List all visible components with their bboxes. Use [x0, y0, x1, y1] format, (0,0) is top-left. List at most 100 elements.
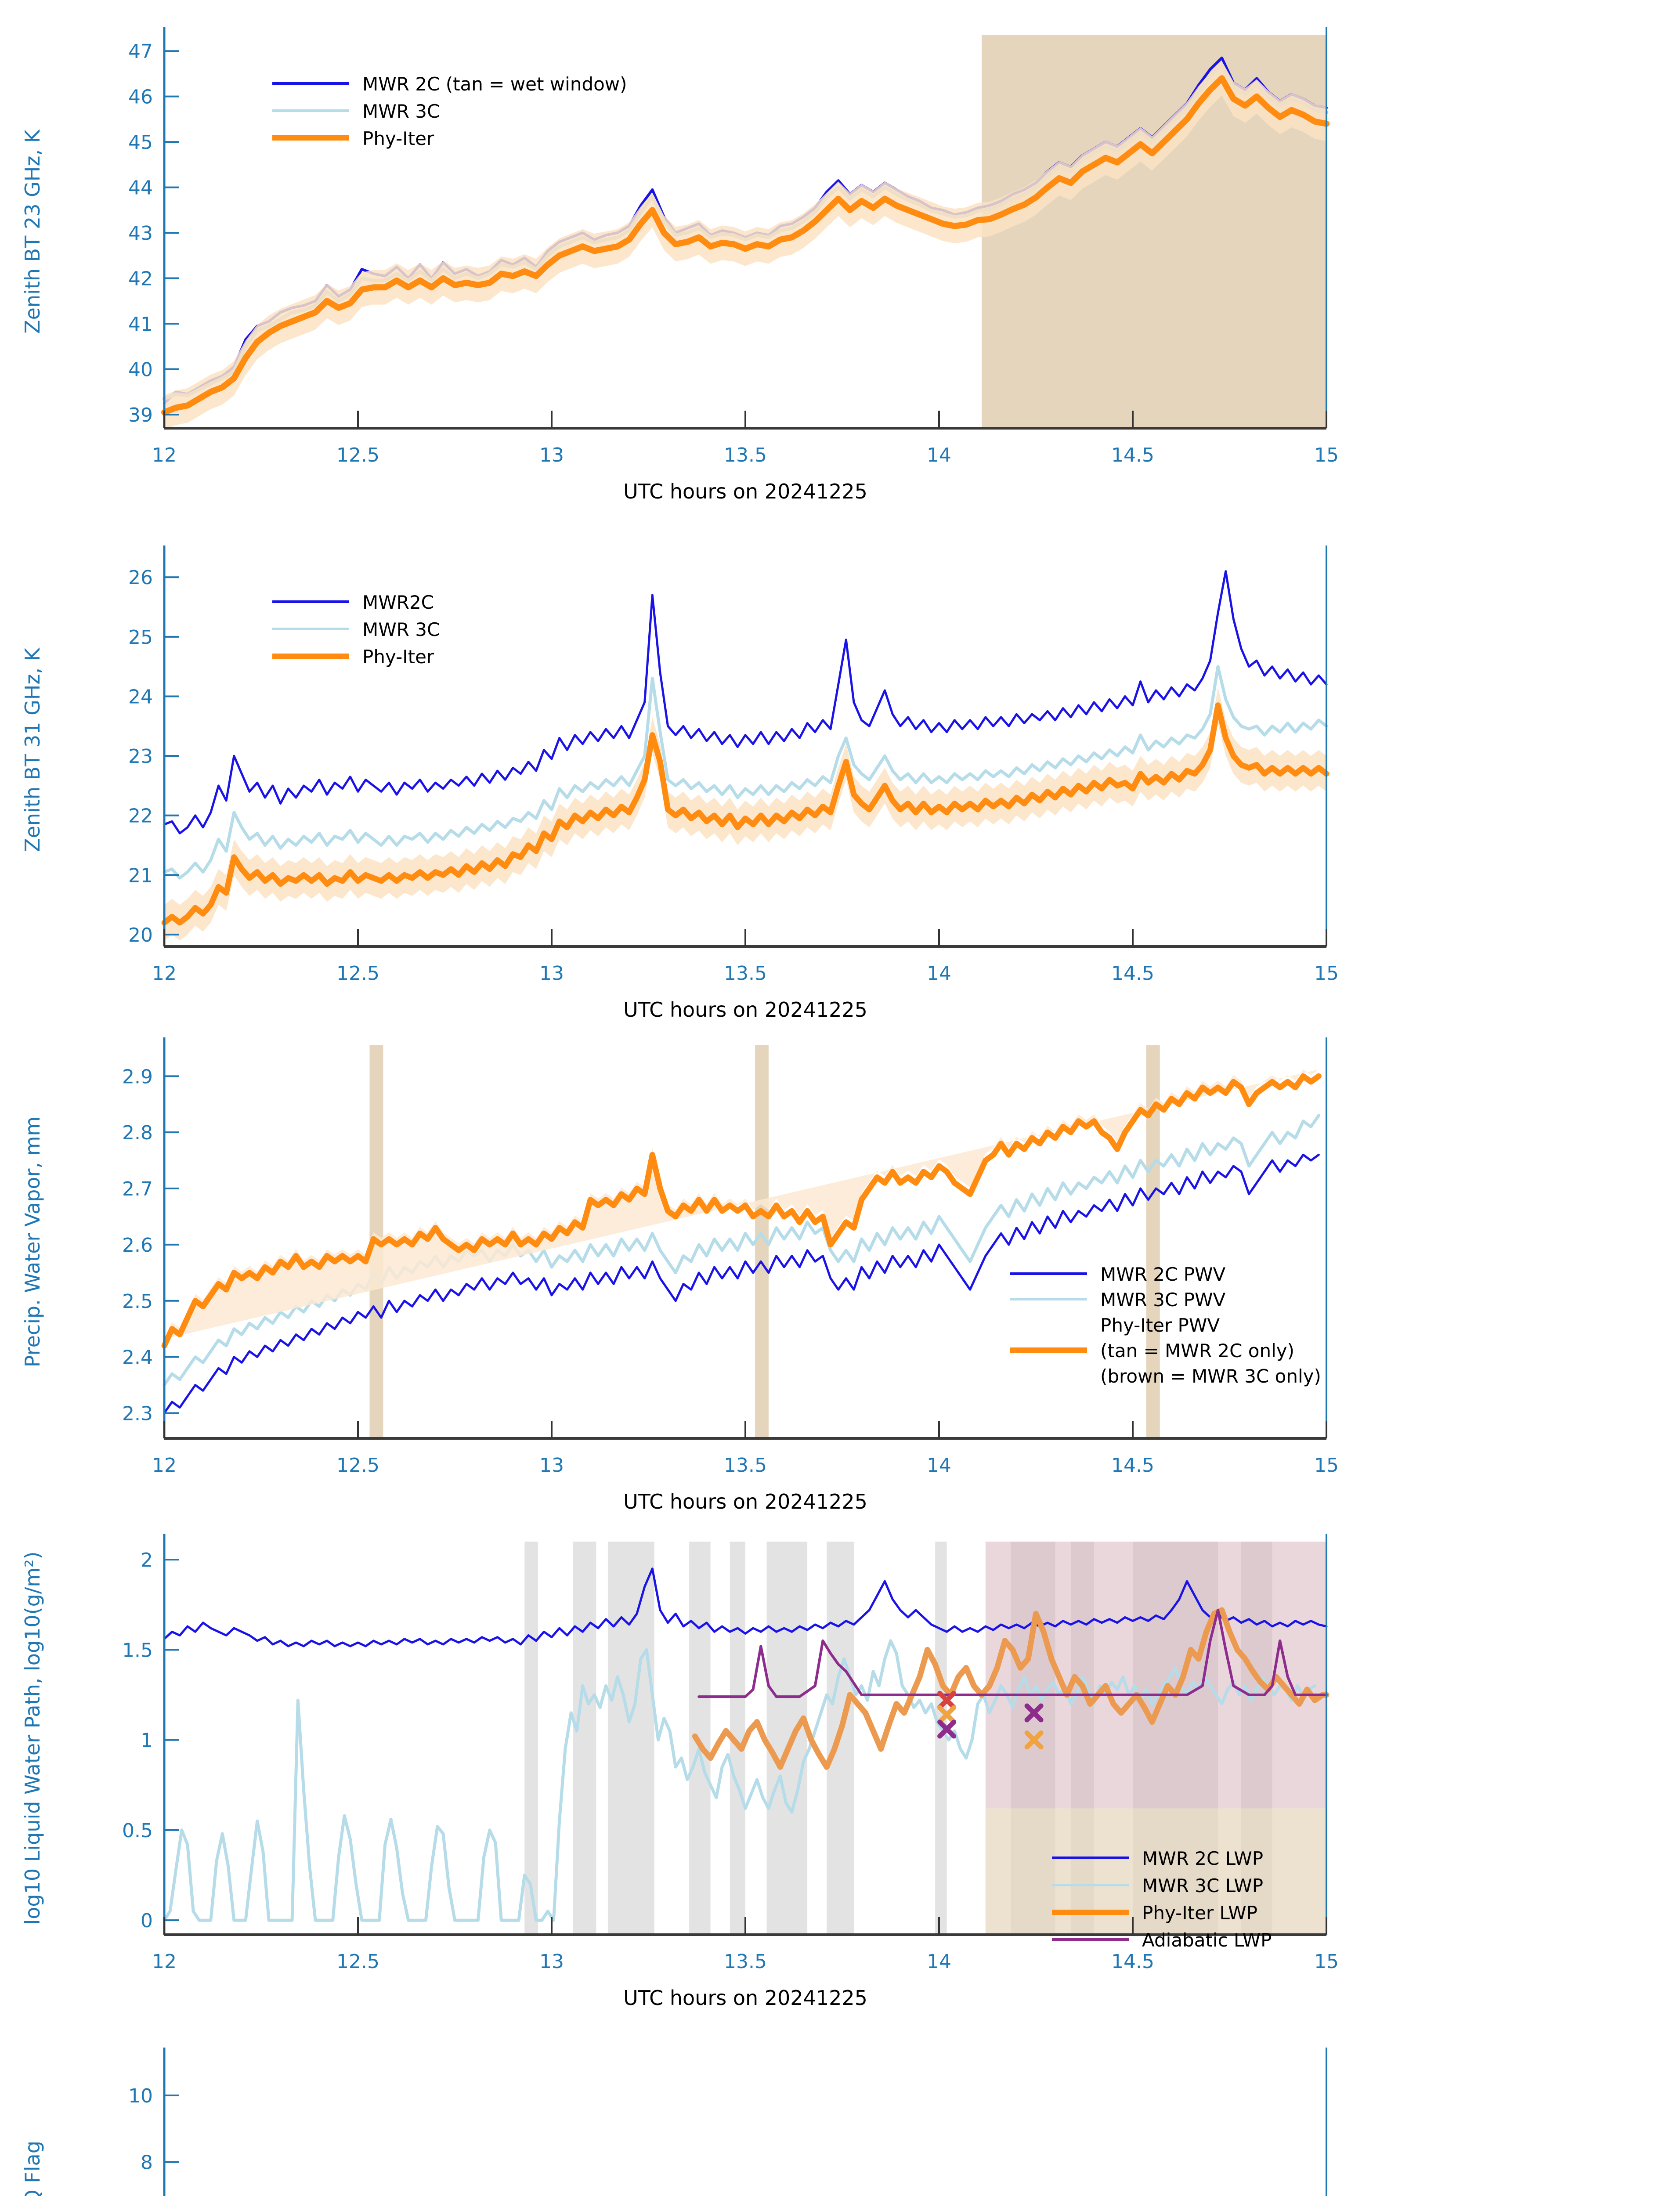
x-tick-label: 14.5 [1111, 444, 1154, 466]
y-tick-label: 39 [128, 404, 153, 426]
y-tick-label: 46 [128, 86, 153, 108]
x-tick-label: 13 [539, 1950, 564, 1973]
series-line [697, 1609, 1328, 1698]
x-tick-label: 12 [152, 444, 177, 466]
x-tick-label: 12 [152, 1454, 177, 1477]
y-axis-title: Zenith BT 31 GHz, K [21, 647, 44, 852]
legend-label: MWR 3C PWV [1100, 1289, 1226, 1311]
y-tick-label: 0.5 [122, 1820, 153, 1842]
x-tick-label: 13.5 [724, 1454, 767, 1477]
legend-label: MWR 3C [362, 619, 440, 640]
x-tick-label: 13 [539, 1454, 564, 1477]
y-tick-label: 2.6 [122, 1234, 153, 1257]
marker-flag-x [1024, 1730, 1044, 1750]
series-line [161, 75, 1330, 415]
y-tick-label: 2.8 [122, 1122, 153, 1144]
y-tick-label: 20 [128, 924, 153, 946]
x-tick-label: 12.5 [336, 1950, 379, 1973]
y-tick-label: 24 [128, 686, 153, 708]
shaded-region-tan-band-1 [985, 1808, 1326, 1935]
legend-label: MWR 3C [362, 101, 440, 122]
marker-flag-x [937, 1719, 957, 1739]
y-tick-label: 1.5 [122, 1639, 153, 1661]
x-tick-label: 12 [152, 962, 177, 985]
y-tick-label: 43 [128, 222, 153, 245]
legend-label: Phy-Iter [362, 128, 434, 149]
chart-panel-panel2: 20 21 22 23 24 25 26 12 12.5 13 13.5 14 14.5 15 UTC ho… [0, 518, 1680, 1045]
series-line [163, 1568, 1328, 1647]
x-axis-title: UTC hours on 20241225 [623, 480, 867, 503]
y-tick-label: 0 [141, 1910, 153, 1932]
series-line [692, 1607, 1330, 1770]
x-tick-label: 13.5 [724, 1950, 767, 1973]
legend: MWR2C MWR 3C Phy-Iter [272, 592, 440, 668]
x-tick-label: 14 [927, 1950, 951, 1973]
legend-label: Adiabatic LWP [1142, 1929, 1272, 1951]
x-tick-label: 12 [152, 1950, 177, 1973]
y-tick-label: 47 [128, 40, 153, 63]
chart-panel-panel3: 2.3 2.4 2.5 2.6 2.7 2.8 2.9 12 12.5 13 13.5 14 14.5 1… [0, 1010, 1680, 1537]
y-tick-label: 22 [128, 805, 153, 827]
marker-flag-x [937, 1690, 957, 1710]
legend-label: MWR 2C (tan = wet window) [362, 73, 627, 95]
legend-label: MWR 2C LWP [1142, 1848, 1263, 1869]
shaded-region-grey-band-3 [607, 1542, 654, 1935]
y-tick-label: 40 [128, 358, 153, 381]
x-tick-label: 14.5 [1111, 1950, 1154, 1973]
y-tick-label: 2 [141, 1549, 153, 1571]
x-tick-label: 13.5 [724, 444, 767, 466]
chart-panel-panel4: 0 0.5 1 1.5 2 12 12.5 13 13.5 14 14.5 15 UTC hours o… [0, 1506, 1680, 2033]
y-tick-label: 2.5 [122, 1290, 153, 1313]
marker-flag-x [1024, 1703, 1044, 1723]
x-axis-title: UTC hours on 20241225 [623, 1986, 867, 2010]
y-axis-title: Zenith BT 23 GHz, K [21, 129, 44, 334]
legend-label: (tan = MWR 2C only) [1100, 1340, 1294, 1362]
shaded-region-wet-window [982, 35, 1326, 428]
y-tick-label: 26 [128, 567, 153, 589]
x-tick-label: 15 [1314, 1950, 1339, 1973]
marker-flag-x [937, 1705, 957, 1724]
y-tick-label: 23 [128, 745, 153, 768]
y-tick-label: 8 [141, 2152, 153, 2174]
shaded-region-grey-band-4 [689, 1542, 711, 1935]
y-tick-label: 1 [141, 1730, 153, 1752]
shaded-region-grey-band-2 [573, 1542, 596, 1935]
series-line [161, 702, 1330, 926]
shaded-region-grey-band-1 [524, 1542, 538, 1935]
series-line [163, 1639, 1316, 1922]
y-tick-label: 42 [128, 268, 153, 290]
x-tick-label: 15 [1314, 1454, 1339, 1477]
x-tick-label: 14 [927, 962, 951, 985]
x-tick-label: 15 [1314, 962, 1339, 985]
legend-label: MWR 2C PWV [1100, 1264, 1226, 1285]
x-tick-label: 15 [1314, 444, 1339, 466]
x-tick-label: 12.5 [336, 444, 379, 466]
x-tick-label: 14 [927, 444, 951, 466]
series-line [161, 1073, 1322, 1349]
legend: MWR 2C LWP MWR 3C LWP Phy-Iter LWP Adiabati… [1052, 1848, 1272, 1951]
legend-label: Phy-Iter PWV [1100, 1315, 1220, 1336]
shaded-region-grey-band-6 [766, 1542, 808, 1935]
x-axis-title: UTC hours on 20241225 [623, 1490, 867, 1513]
uncertainty-band [164, 61, 1326, 430]
y-axis-title: log10 Liquid Water Path, log10(g/m²) [21, 1551, 44, 1925]
y-axis-title: Precip. Water Vapor, mm [21, 1116, 44, 1367]
y-tick-label: 2.9 [122, 1065, 153, 1088]
series-line [163, 665, 1328, 880]
legend-label: MWR2C [362, 592, 434, 613]
y-tick-label: 25 [128, 626, 153, 649]
legend-label: Phy-Iter LWP [1142, 1902, 1257, 1924]
y-tick-label: 21 [128, 864, 153, 887]
legend-label: Phy-Iter [362, 646, 434, 668]
legend: MWR 2C PWV MWR 3C PWV Phy-Iter PWV (tan = M… [1010, 1264, 1321, 1387]
x-tick-label: 13 [539, 962, 564, 985]
uncertainty-band [164, 687, 1326, 941]
y-tick-label: 45 [128, 131, 153, 154]
y-tick-label: 44 [128, 177, 153, 199]
y-tick-label: 41 [128, 313, 153, 336]
x-tick-label: 14.5 [1111, 1454, 1154, 1477]
chart-panel-panel1: 39 40 41 42 43 44 45 46 47 12 12.5 13 13.5 14 14.5 15 UT… [0, 0, 1680, 527]
y-tick-label: 10 [128, 2085, 153, 2107]
